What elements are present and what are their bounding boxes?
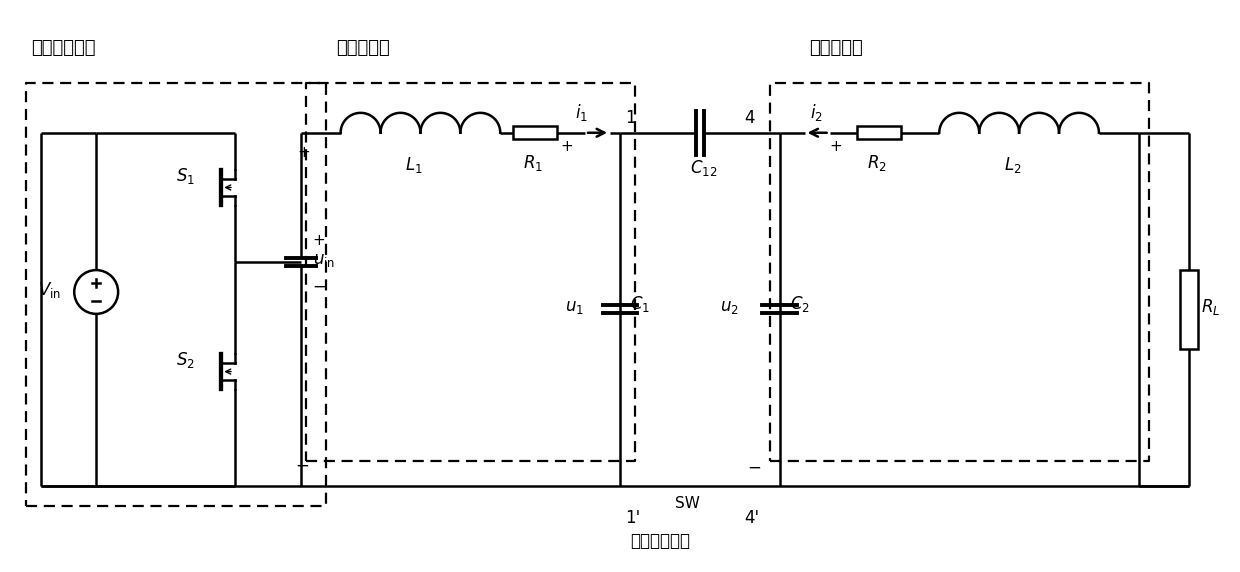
Text: −: −: [312, 278, 326, 296]
Text: $R_2$: $R_2$: [868, 153, 888, 173]
Text: $S_2$: $S_2$: [176, 349, 195, 370]
Text: $u_1$: $u_1$: [565, 299, 584, 316]
Text: −: −: [748, 459, 761, 477]
Text: $L_1$: $L_1$: [405, 154, 423, 174]
Text: +: +: [298, 145, 310, 160]
Bar: [858, 126, 901, 140]
Text: $u_{\rm in}$: $u_{\rm in}$: [312, 251, 335, 269]
Text: $L_2$: $L_2$: [1004, 154, 1022, 174]
Text: $C_1$: $C_1$: [630, 295, 650, 315]
Text: 副边谐振器: 副边谐振器: [810, 39, 863, 57]
Text: +: +: [830, 139, 842, 154]
Text: +: +: [560, 139, 573, 154]
Text: $V_{\rm in}$: $V_{\rm in}$: [38, 280, 61, 300]
Text: +: +: [312, 233, 325, 248]
Text: $u_2$: $u_2$: [719, 299, 739, 316]
Text: $R_1$: $R_1$: [523, 153, 543, 173]
Text: 1: 1: [625, 109, 636, 127]
Text: SW: SW: [675, 496, 699, 511]
Text: 自激振荡电源: 自激振荡电源: [31, 39, 95, 57]
Bar: [1179, 269, 1198, 349]
Text: −: −: [295, 457, 310, 475]
Text: $i_1$: $i_1$: [575, 102, 588, 124]
Text: $i_2$: $i_2$: [810, 102, 822, 124]
Text: 原边谐振器: 原边谐振器: [336, 39, 389, 57]
Text: $R_L$: $R_L$: [1200, 297, 1220, 317]
Text: 4': 4': [745, 509, 760, 527]
Text: 4: 4: [745, 109, 755, 127]
Text: $S_1$: $S_1$: [176, 165, 195, 185]
Text: $C_{12}$: $C_{12}$: [689, 157, 717, 177]
Text: 单根绝缘导线: 单根绝缘导线: [630, 532, 689, 550]
Bar: [513, 126, 557, 140]
Text: $C_2$: $C_2$: [790, 295, 810, 315]
Text: 1': 1': [625, 509, 640, 527]
